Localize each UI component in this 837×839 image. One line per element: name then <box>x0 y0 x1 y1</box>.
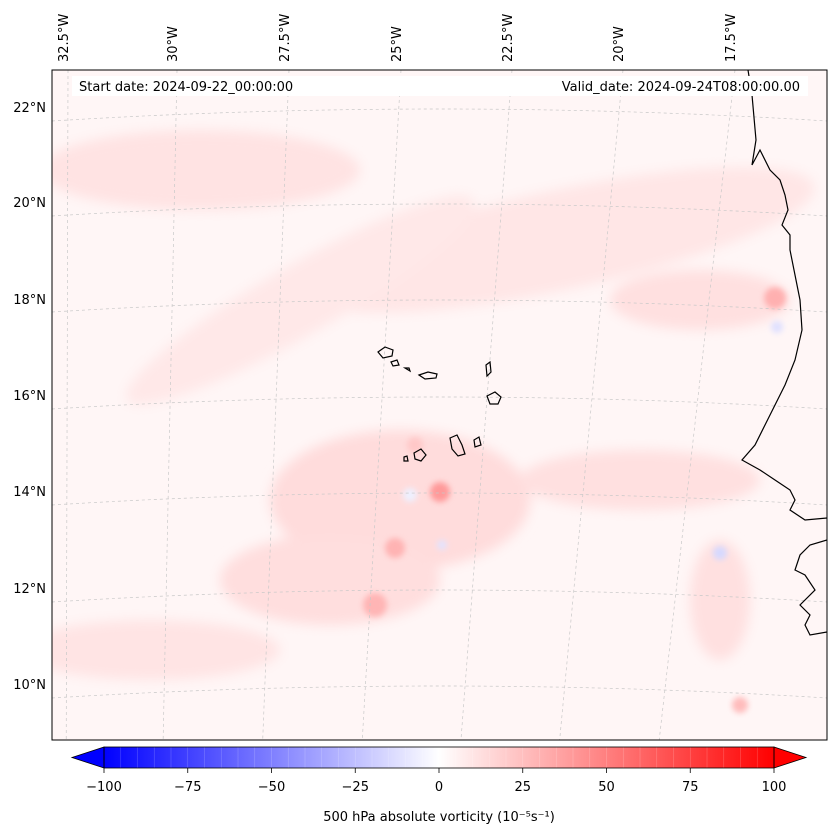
colorbar-tick-label: 0 <box>435 780 443 795</box>
parallel-line <box>52 492 827 506</box>
parallel-line <box>52 685 827 699</box>
longitude-labels: 32.5°W 30°W 27.5°W 25°W 22.5°W 20°W 17.5… <box>57 14 739 62</box>
parallel-line <box>52 203 827 217</box>
colorbar-tick-label: −75 <box>174 780 201 795</box>
vorticity-min <box>403 488 417 502</box>
vorticity-band <box>270 430 530 570</box>
colorbar-tick-label: −50 <box>258 780 285 795</box>
island-santo-antao <box>377 346 394 359</box>
date-info-box <box>72 76 808 96</box>
lat-label-22n: 22°N <box>13 101 46 116</box>
colorbar-tick-label: −25 <box>342 780 369 795</box>
vorticity-extrema <box>363 287 786 713</box>
parallel-line <box>52 589 827 603</box>
island-santiago <box>449 434 466 457</box>
valid-date-text: Valid_date: 2024-09-24T08:00:00.00 <box>562 80 800 95</box>
meridian-line <box>658 70 736 740</box>
lon-label-22-5w: 22.5°W <box>501 14 516 62</box>
colorbar-ticks: −100 −75 −50 −25 0 25 50 75 100 <box>86 768 786 795</box>
colorbar-extend-min <box>70 746 105 769</box>
lat-label-14n: 14°N <box>13 485 46 500</box>
vorticity-band <box>52 130 360 210</box>
island-sao-nicolau <box>417 371 438 380</box>
vorticity-band <box>520 450 760 510</box>
colorbar-tick-label: −100 <box>86 780 122 795</box>
meridian-line <box>262 70 290 740</box>
island-santa-luzia <box>402 367 412 373</box>
vorticity-band <box>220 535 440 625</box>
island-fogo <box>413 448 427 462</box>
lon-label-30w: 30°W <box>166 26 181 62</box>
meridian-line <box>559 70 624 740</box>
vorticity-band <box>690 540 750 660</box>
colorbar-tick-label: 50 <box>598 780 615 795</box>
coastlines <box>377 70 827 636</box>
latitude-labels: 22°N 20°N 18°N 16°N 14°N 12°N 10°N <box>13 101 46 693</box>
meridian-line <box>361 70 402 740</box>
vorticity-max <box>407 437 423 453</box>
island-maio <box>473 436 482 448</box>
start-date-text: Start date: 2024-09-22_00:00:00 <box>79 80 293 95</box>
vorticity-band <box>125 195 475 405</box>
vorticity-max <box>732 697 748 713</box>
vorticity-field <box>52 130 815 680</box>
vorticity-min <box>713 546 727 560</box>
island-sao-vicente <box>390 359 400 367</box>
colorbar: −100 −75 −50 −25 0 25 50 75 100 500 hPa absolute… <box>70 746 808 825</box>
parallel-line <box>52 396 827 410</box>
meridian-line <box>162 70 178 740</box>
colorbar-label: 500 hPa absolute vorticity (10⁻⁵s⁻¹) <box>323 810 555 825</box>
island-boa-vista <box>486 391 502 405</box>
colorbar-extend-max <box>773 746 808 769</box>
vorticity-max <box>764 287 786 309</box>
lon-label-25w: 25°W <box>390 26 405 62</box>
graticule <box>52 70 827 740</box>
parallel-line <box>52 299 827 313</box>
lat-label-18n: 18°N <box>13 293 46 308</box>
lat-label-16n: 16°N <box>13 389 46 404</box>
island-brava <box>403 455 409 462</box>
lat-label-20n: 20°N <box>13 196 46 211</box>
meridian-line <box>460 70 513 740</box>
parallel-line <box>52 108 827 122</box>
meridian-line <box>65 70 69 740</box>
vorticity-band <box>610 270 790 330</box>
colorbar-level-lines <box>120 747 758 768</box>
lon-label-17-5w: 17.5°W <box>724 14 739 62</box>
africa-coastline <box>741 70 827 521</box>
colorbar-tick-label: 100 <box>762 780 787 795</box>
lon-label-20w: 20°W <box>612 26 627 62</box>
africa-coastline-south <box>794 539 827 636</box>
lon-label-32-5w: 32.5°W <box>57 14 72 62</box>
map-panel: Start date: 2024-09-22_00:00:00 Valid_da… <box>52 70 827 740</box>
vorticity-min <box>771 321 783 333</box>
colorbar-gradient <box>104 747 774 768</box>
lon-label-27-5w: 27.5°W <box>278 14 293 62</box>
island-sal <box>485 360 492 378</box>
lat-label-10n: 10°N <box>13 678 46 693</box>
colorbar-tick-label: 25 <box>514 780 531 795</box>
vorticity-max <box>430 482 450 502</box>
vorticity-min <box>437 540 447 550</box>
vorticity-max <box>385 538 405 558</box>
vorticity-band <box>52 620 280 680</box>
vorticity-band <box>305 167 815 313</box>
colorbar-tick-label: 75 <box>682 780 699 795</box>
lat-label-12n: 12°N <box>13 582 46 597</box>
vorticity-max <box>363 593 387 617</box>
map-frame <box>51 69 828 741</box>
